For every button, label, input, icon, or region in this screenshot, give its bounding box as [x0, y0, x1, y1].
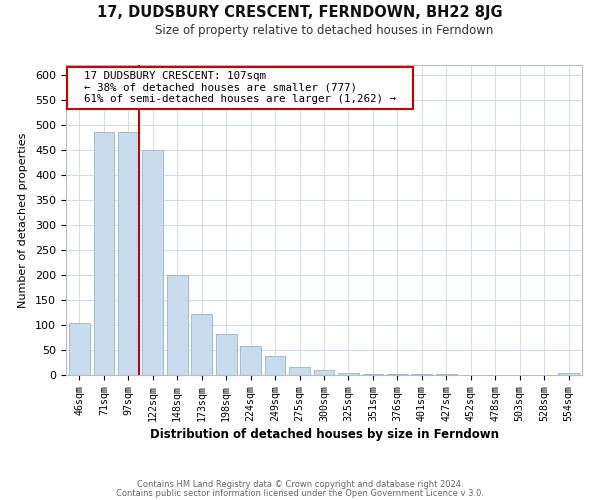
Bar: [314, 370, 334, 375]
Bar: [289, 366, 310, 375]
Text: 17 DUDSBURY CRESCENT: 107sqm  
  ← 38% of detached houses are smaller (777)  
  : 17 DUDSBURY CRESCENT: 107sqm ← 38% of de…: [71, 71, 409, 104]
Bar: [240, 346, 261, 375]
Text: 17, DUDSBURY CRESCENT, FERNDOWN, BH22 8JG: 17, DUDSBURY CRESCENT, FERNDOWN, BH22 8J…: [97, 5, 503, 20]
Bar: [509, 374, 530, 375]
Bar: [216, 334, 236, 375]
Bar: [338, 372, 359, 375]
Bar: [142, 150, 163, 375]
Bar: [485, 374, 506, 375]
Bar: [362, 374, 383, 375]
Bar: [412, 374, 432, 375]
Bar: [460, 374, 481, 375]
Bar: [69, 322, 90, 375]
Bar: [534, 374, 554, 375]
Bar: [265, 356, 286, 375]
Text: Contains public sector information licensed under the Open Government Licence v : Contains public sector information licen…: [116, 488, 484, 498]
X-axis label: Distribution of detached houses by size in Ferndown: Distribution of detached houses by size …: [149, 428, 499, 440]
Bar: [118, 132, 139, 375]
Text: Contains HM Land Registry data © Crown copyright and database right 2024.: Contains HM Land Registry data © Crown c…: [137, 480, 463, 489]
Bar: [191, 314, 212, 375]
Bar: [387, 374, 408, 375]
Bar: [94, 132, 114, 375]
Bar: [167, 275, 188, 375]
Bar: [436, 374, 457, 375]
Y-axis label: Number of detached properties: Number of detached properties: [18, 132, 28, 308]
Title: Size of property relative to detached houses in Ferndown: Size of property relative to detached ho…: [155, 24, 493, 38]
Bar: [558, 372, 579, 375]
